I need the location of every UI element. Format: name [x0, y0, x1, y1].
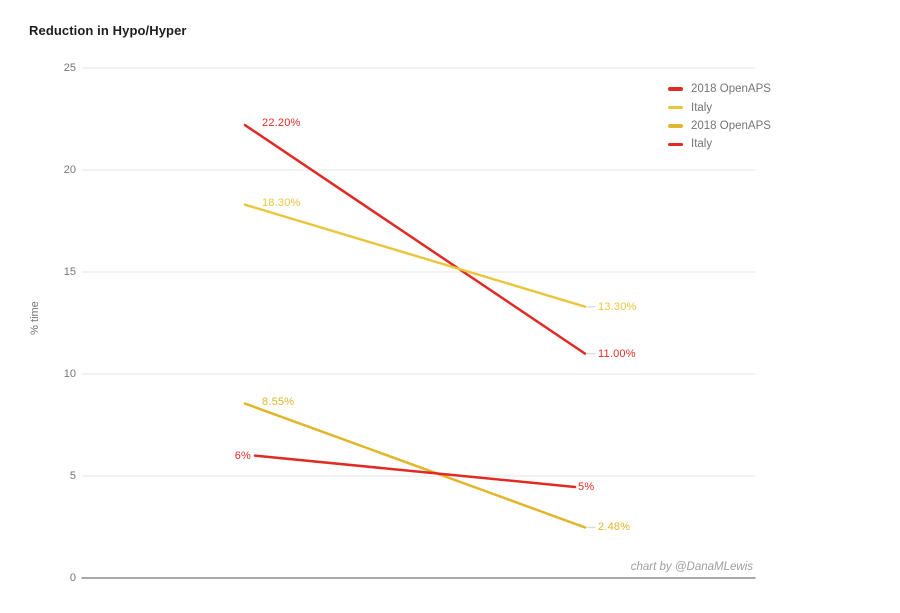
- data-label-start: 22.20%: [262, 117, 301, 130]
- data-label-end: 13.30%: [598, 300, 637, 313]
- y-tick-label: 10: [63, 368, 76, 380]
- data-label-end: 2.48%: [598, 521, 631, 534]
- chart-title: Reduction in Hypo/Hyper: [29, 23, 187, 38]
- legend-swatch-icon: [668, 142, 683, 147]
- series-line-1: [243, 203, 587, 308]
- data-label-start: 18.30%: [262, 196, 301, 209]
- legend-item: Italy: [668, 135, 771, 153]
- legend-swatch-icon: [668, 105, 683, 110]
- y-tick-label: 0: [69, 572, 76, 584]
- legend-item: 2018 OpenAPS: [668, 117, 771, 135]
- data-label-start: 8.55%: [262, 395, 295, 408]
- legend: 2018 OpenAPS Italy 2018 OpenAPS Italy: [668, 80, 771, 154]
- legend-label: Italy: [691, 138, 713, 151]
- legend-label: Italy: [691, 101, 713, 114]
- data-label-start: 6%: [234, 449, 251, 462]
- series-line-0: [243, 123, 587, 355]
- data-label-end: 11.00%: [598, 347, 636, 360]
- data-label-end: 5%: [578, 481, 595, 493]
- legend-item: 2018 OpenAPS: [668, 80, 771, 98]
- legend-label: 2018 OpenAPS: [691, 83, 771, 96]
- legend-label: 2018 OpenAPS: [691, 119, 771, 132]
- y-tick-label: 25: [63, 62, 76, 74]
- legend-swatch-icon: [668, 124, 683, 128]
- y-tick-label: 15: [63, 266, 76, 278]
- attribution: chart by @DanaMLewis: [630, 561, 753, 573]
- y-tick-label: 5: [69, 470, 76, 482]
- legend-swatch-icon: [668, 87, 683, 91]
- series-line-3: [253, 454, 577, 489]
- y-tick-label: 20: [63, 164, 76, 176]
- legend-item: Italy: [668, 98, 771, 116]
- series-line-2: [243, 402, 587, 529]
